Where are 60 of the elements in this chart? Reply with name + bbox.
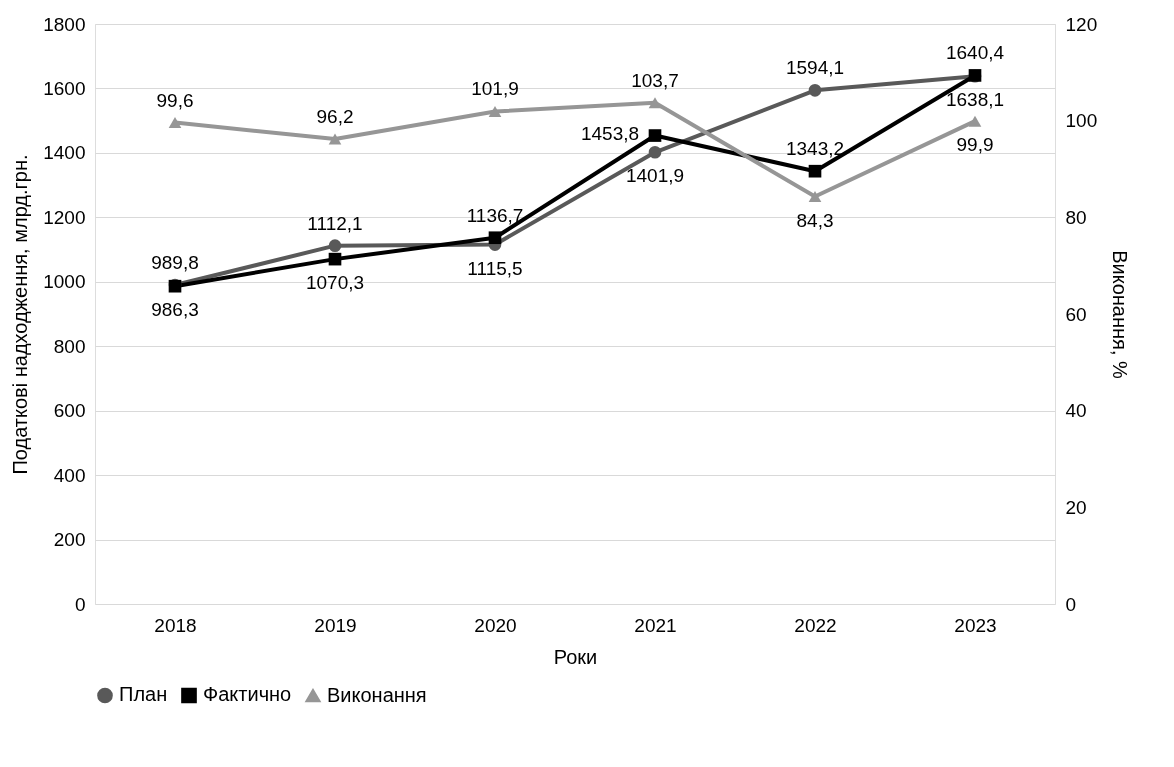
y2-tick-label: 40	[1065, 400, 1087, 422]
y2-tick-label: 100	[1065, 110, 1098, 132]
data-label: 96,2	[316, 106, 354, 128]
y2-tick-label: 20	[1065, 496, 1087, 518]
x-tick-label: 2022	[794, 614, 837, 636]
legend-label: Фактично	[203, 683, 292, 706]
point	[488, 231, 502, 245]
point	[488, 106, 502, 117]
y-tick-label: 200	[53, 529, 86, 551]
y2-tick-label: 60	[1065, 303, 1087, 325]
data-label: 101,9	[471, 78, 519, 100]
data-label: 1594,1	[785, 57, 845, 79]
x-tick-label: 2020	[474, 614, 517, 636]
data-label: 1453,8	[580, 122, 640, 144]
data-label: 986,3	[151, 299, 199, 321]
data-label: 1343,2	[785, 138, 845, 160]
data-label: 989,8	[151, 252, 199, 274]
legend-label: План	[119, 683, 168, 706]
point	[808, 84, 822, 97]
y2-axis-title: Виконання, %	[1109, 250, 1132, 380]
y2-tick-label: 120	[1065, 13, 1098, 35]
point	[328, 133, 342, 145]
x-axis-title: Роки	[553, 645, 598, 668]
x-tick-label: 2019	[314, 614, 357, 636]
y-tick-label: 1000	[43, 271, 86, 293]
x-tick-label: 2018	[154, 614, 197, 636]
y2-tick-label: 0	[1065, 593, 1077, 615]
y-tick-label: 600	[53, 400, 86, 422]
y-tick-label: 1600	[43, 77, 86, 99]
y-tick-label: 1200	[43, 206, 86, 228]
point	[328, 239, 342, 252]
data-label: 1136,7	[466, 204, 524, 226]
legend-label: Виконання	[327, 683, 427, 706]
y-tick-label: 0	[74, 593, 86, 615]
point	[968, 115, 982, 127]
data-label: 1115,5	[467, 257, 523, 279]
y-tick-label: 400	[53, 464, 86, 486]
point	[328, 252, 342, 266]
x-tick-label: 2021	[634, 614, 677, 636]
y-axis-title: Податкові надходження, млрд.грн.	[9, 154, 32, 475]
data-label: 1401,9	[625, 165, 685, 187]
point	[648, 145, 662, 159]
point	[808, 164, 822, 178]
data-label: 103,7	[631, 69, 679, 91]
point	[648, 97, 662, 109]
y-tick-label: 1800	[43, 13, 86, 35]
y-tick-label: 800	[53, 335, 86, 357]
data-label: 1640,4	[945, 42, 1005, 64]
data-label: 1070,3	[305, 272, 365, 294]
point	[648, 129, 662, 142]
data-label: 1638,1	[945, 89, 1005, 111]
point	[168, 117, 182, 129]
x-tick-label: 2023	[954, 614, 997, 636]
y-tick-label: 1400	[43, 142, 86, 164]
data-label: 99,6	[156, 89, 194, 111]
y2-tick-label: 80	[1065, 206, 1087, 228]
data-label: 1112,1	[307, 212, 363, 234]
point	[808, 191, 822, 203]
data-label: 99,9	[956, 134, 994, 156]
data-label: 84,3	[796, 209, 834, 231]
